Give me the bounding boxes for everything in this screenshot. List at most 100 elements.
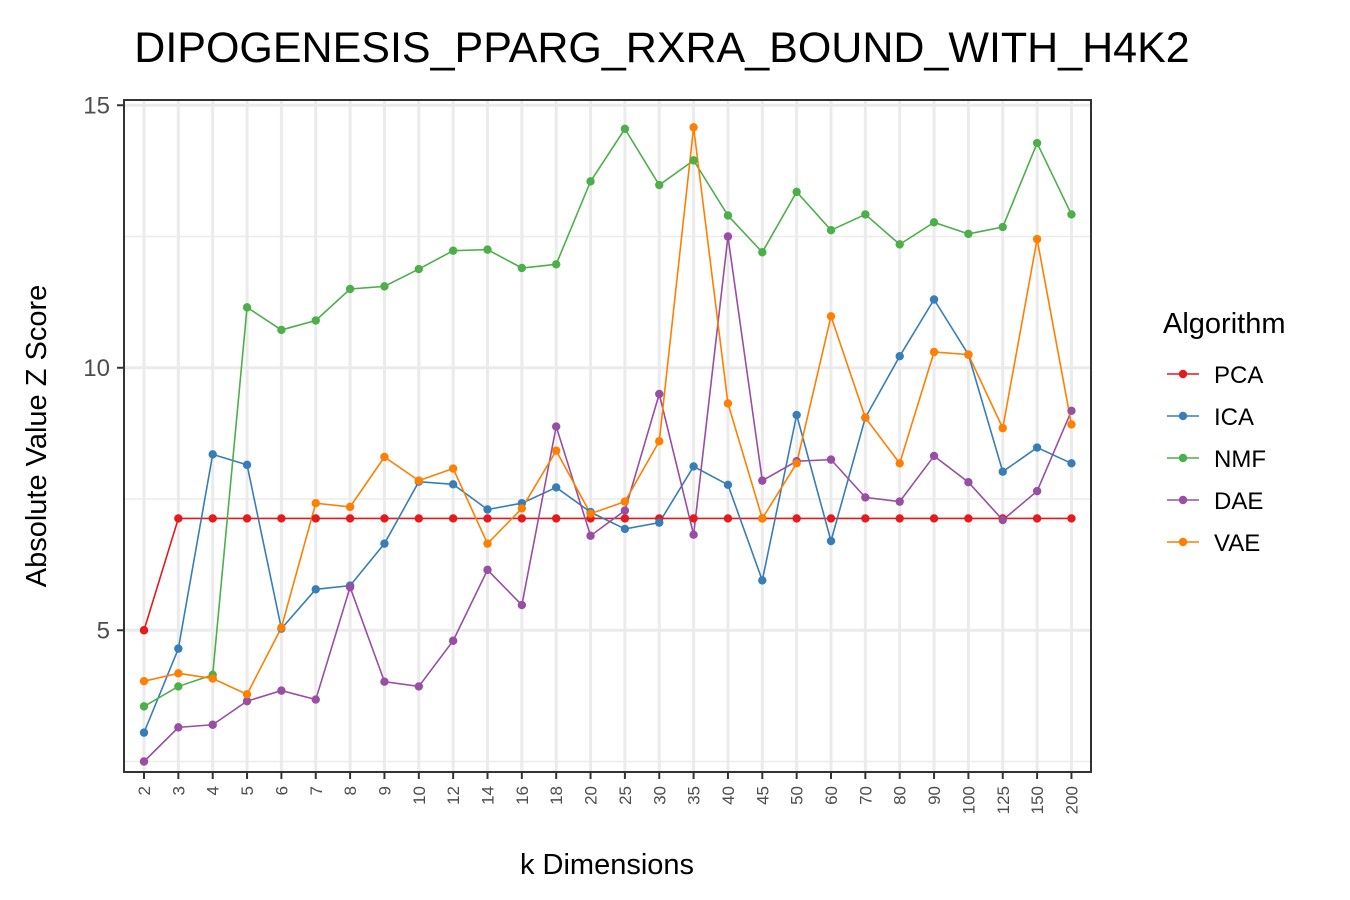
data-point-nmf bbox=[964, 229, 973, 239]
data-point-ica bbox=[242, 460, 252, 470]
data-point-vae bbox=[311, 499, 320, 508]
data-point-ica bbox=[483, 505, 492, 514]
x-tick-label: 80 bbox=[891, 786, 910, 805]
data-point-dae bbox=[174, 723, 183, 732]
series-line-pca bbox=[143, 517, 1072, 631]
data-point-vae bbox=[895, 459, 904, 468]
data-point-nmf bbox=[689, 156, 698, 165]
chart-title: DIPOGENESIS_PPARG_RXRA_BOUND_WITH_H4K2 bbox=[134, 24, 1189, 72]
data-point-nmf bbox=[655, 180, 664, 190]
data-point-nmf bbox=[792, 187, 801, 197]
minor-gridlines bbox=[124, 235, 1091, 763]
data-point-nmf bbox=[929, 218, 939, 227]
series-line-dae bbox=[143, 236, 1073, 763]
data-point-nmf bbox=[311, 316, 320, 325]
data-point-pca bbox=[380, 514, 389, 523]
data-point-ica bbox=[139, 728, 149, 737]
data-point-vae bbox=[1067, 420, 1076, 429]
data-point-nmf bbox=[277, 325, 286, 335]
data-point-ica bbox=[655, 518, 664, 527]
data-point-dae bbox=[723, 232, 733, 241]
plot-panel-border bbox=[123, 99, 1092, 773]
data-point-vae bbox=[483, 539, 492, 548]
data-point-nmf bbox=[895, 240, 904, 249]
legend-items: PCA ICA NMF DAE VAE bbox=[1167, 362, 1266, 557]
data-point-ica bbox=[380, 539, 389, 548]
data-point-ica bbox=[792, 410, 801, 420]
data-point-dae bbox=[964, 478, 973, 487]
data-point-dae bbox=[655, 389, 664, 399]
data-point-nmf bbox=[517, 263, 527, 273]
x-tick-label: 60 bbox=[822, 786, 841, 805]
legend-key-point bbox=[1178, 369, 1188, 379]
data-point-pca bbox=[208, 514, 217, 523]
data-point-dae bbox=[277, 686, 286, 695]
data-point-vae bbox=[723, 399, 733, 408]
data-point-pca bbox=[311, 514, 320, 523]
x-tick-label: 2 bbox=[135, 786, 154, 795]
x-tick-label: 5 bbox=[238, 786, 257, 795]
data-point-vae bbox=[139, 676, 149, 686]
data-point-nmf bbox=[723, 211, 733, 220]
data-point-pca bbox=[345, 514, 355, 523]
data-point-dae bbox=[311, 695, 320, 704]
data-point-ica bbox=[758, 576, 767, 585]
x-tick-label: 35 bbox=[685, 786, 704, 805]
legend: Algorithm PCA ICA NMF DAE VAE bbox=[1163, 308, 1286, 557]
data-point-pca bbox=[552, 514, 561, 523]
legend-label: DAE bbox=[1214, 488, 1263, 515]
data-point-nmf bbox=[552, 260, 561, 269]
x-tick-label: 100 bbox=[959, 786, 978, 814]
data-point-nmf bbox=[242, 303, 252, 312]
x-tick-label: 4 bbox=[204, 786, 223, 795]
legend-key-point bbox=[1178, 411, 1188, 421]
x-tick-label: 8 bbox=[341, 786, 360, 795]
data-point-vae bbox=[758, 514, 767, 523]
legend-title: Algorithm bbox=[1163, 308, 1286, 340]
legend-key-point bbox=[1178, 537, 1188, 547]
data-point-nmf bbox=[998, 222, 1007, 232]
data-point-pca bbox=[689, 514, 698, 523]
data-point-dae bbox=[483, 565, 492, 575]
data-point-pca bbox=[964, 514, 973, 523]
data-point-ica bbox=[1032, 443, 1042, 452]
data-point-vae bbox=[448, 464, 458, 473]
data-point-nmf bbox=[139, 702, 149, 711]
data-point-ica bbox=[208, 450, 217, 459]
data-point-pca bbox=[723, 514, 733, 523]
data-point-pca bbox=[174, 514, 183, 523]
data-point-nmf bbox=[448, 246, 458, 255]
series-line-nmf bbox=[143, 127, 1073, 708]
data-point-dae bbox=[586, 531, 595, 540]
data-point-vae bbox=[517, 504, 527, 513]
data-point-ica bbox=[1067, 459, 1076, 468]
y-tick-label: 15 bbox=[83, 92, 110, 119]
data-point-vae bbox=[620, 497, 630, 506]
data-point-vae bbox=[277, 623, 286, 632]
x-tick-label: 40 bbox=[719, 786, 738, 805]
data-point-dae bbox=[1032, 486, 1042, 496]
y-axis-title: Absolute Value Z Score bbox=[21, 285, 53, 588]
series-lines bbox=[143, 127, 1073, 763]
data-point-dae bbox=[998, 515, 1007, 525]
data-point-pca bbox=[826, 514, 836, 523]
data-point-vae bbox=[998, 423, 1007, 433]
data-point-vae bbox=[929, 347, 939, 357]
data-point-ica bbox=[174, 644, 183, 653]
data-point-dae bbox=[414, 682, 423, 691]
data-point-pca bbox=[448, 514, 458, 523]
data-point-dae bbox=[517, 600, 527, 610]
series-line-vae bbox=[143, 127, 1073, 696]
x-tick-label: 25 bbox=[616, 786, 635, 805]
major-gridlines bbox=[124, 100, 1091, 772]
data-point-dae bbox=[1067, 406, 1076, 415]
x-tick-label: 16 bbox=[513, 786, 532, 805]
data-point-ica bbox=[998, 467, 1007, 476]
legend-label: VAE bbox=[1214, 530, 1260, 557]
data-point-ica bbox=[620, 524, 630, 534]
x-tick-label: 150 bbox=[1028, 786, 1047, 814]
data-point-ica bbox=[689, 462, 698, 471]
data-point-vae bbox=[792, 459, 801, 468]
data-point-ica bbox=[311, 585, 320, 594]
x-tick-label: 125 bbox=[994, 786, 1013, 814]
